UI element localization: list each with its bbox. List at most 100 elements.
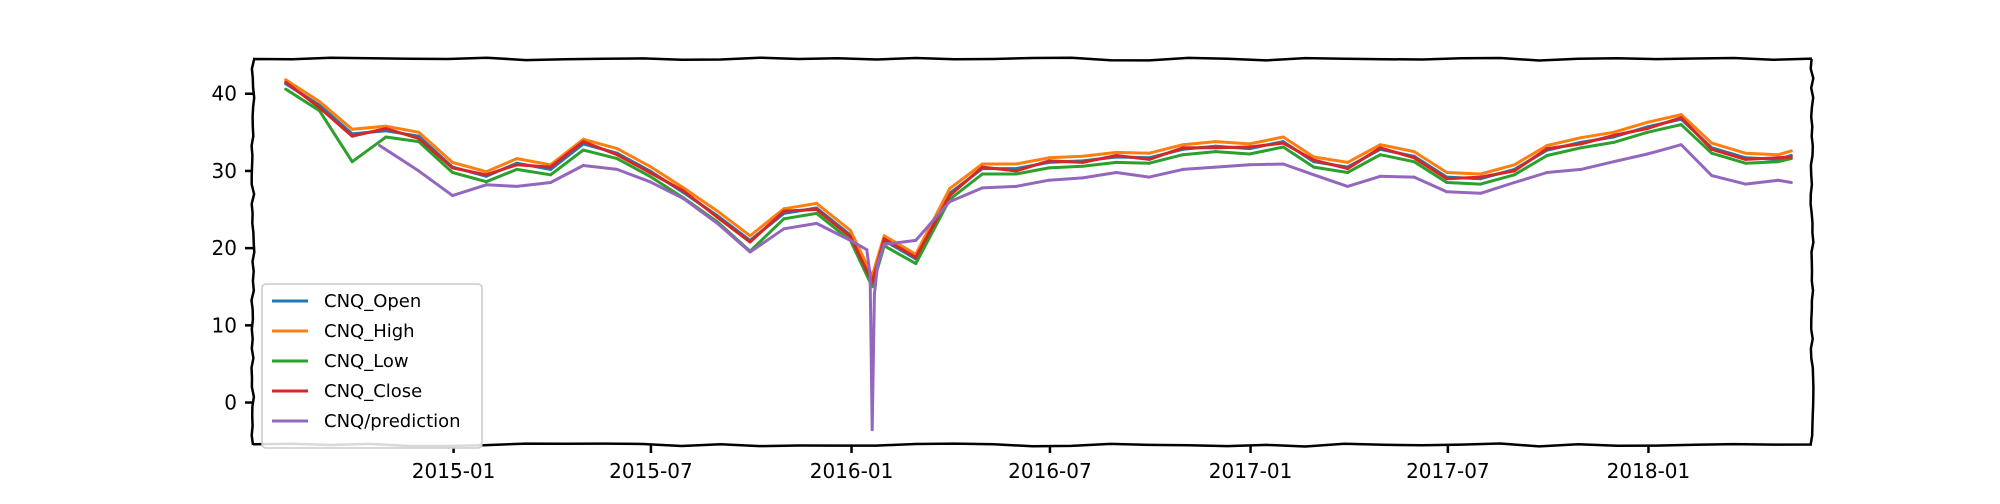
data-point <box>1512 181 1516 184</box>
x-tick-label: 2017-07 <box>1406 459 1490 483</box>
data-point <box>872 293 876 296</box>
data-point <box>484 173 488 177</box>
data-point <box>378 144 381 147</box>
data-point <box>615 153 619 157</box>
data-point <box>1612 133 1616 137</box>
data-point <box>284 87 288 91</box>
y-tick-label: 20 <box>212 236 237 260</box>
data-point <box>1579 167 1583 171</box>
data-point <box>748 234 752 238</box>
data-point <box>1679 116 1683 120</box>
data-point <box>1047 166 1051 170</box>
data-point <box>1047 178 1051 182</box>
data-point <box>1645 130 1649 134</box>
series-cnq-close <box>284 80 1793 284</box>
data-point <box>384 135 388 139</box>
data-point <box>1181 143 1185 147</box>
data-point <box>284 80 288 84</box>
data-point <box>914 255 918 259</box>
x-tick-label: 2016-01 <box>810 459 894 483</box>
data-point <box>682 186 686 190</box>
data-point <box>1679 123 1683 127</box>
data-point <box>1445 181 1449 184</box>
data-point <box>417 130 421 134</box>
data-point <box>848 228 852 232</box>
data-point <box>1147 161 1151 165</box>
data-point <box>284 78 288 82</box>
legend-label: CNQ_High <box>324 321 415 342</box>
data-point <box>1479 182 1483 186</box>
y-tick-label: 30 <box>212 159 237 183</box>
data-point <box>1147 157 1151 161</box>
data-point <box>1147 175 1151 179</box>
data-point <box>1281 135 1285 139</box>
data-point <box>1512 173 1516 177</box>
series-cnq-prediction <box>378 143 1793 432</box>
legend-label: CNQ/prediction <box>324 411 461 432</box>
data-point <box>515 167 519 171</box>
data-point <box>1312 173 1316 177</box>
x-tick-label: 2015-07 <box>609 459 693 483</box>
data-point <box>1545 147 1549 151</box>
data-point <box>715 221 719 225</box>
series-line <box>284 87 1792 289</box>
data-point <box>1512 163 1516 167</box>
data-point <box>782 209 786 213</box>
data-point <box>1776 153 1780 157</box>
data-point <box>882 234 886 238</box>
data-point <box>1312 158 1316 162</box>
data-point <box>1378 143 1382 147</box>
data-point <box>1047 156 1051 160</box>
data-point <box>615 167 619 171</box>
data-point <box>1579 146 1583 150</box>
data-point <box>1744 161 1747 165</box>
data-point <box>384 124 388 128</box>
data-point <box>318 100 321 103</box>
data-point <box>350 160 354 164</box>
series-cnq-high <box>284 78 1793 278</box>
data-point <box>549 173 553 177</box>
data-point <box>1545 144 1549 147</box>
x-tick-label: 2018-01 <box>1607 459 1691 483</box>
data-point <box>581 140 585 144</box>
data-point <box>515 157 519 161</box>
data-point <box>318 106 321 110</box>
data-point <box>484 183 488 187</box>
data-point <box>1789 181 1793 184</box>
x-tick-label: 2016-07 <box>1008 459 1092 483</box>
legend-label: CNQ_Open <box>324 291 421 312</box>
data-point <box>980 162 984 166</box>
data-point <box>1645 152 1649 156</box>
data-point <box>948 187 952 191</box>
data-point <box>1114 154 1118 157</box>
data-point <box>748 250 752 254</box>
data-point <box>868 273 872 277</box>
data-point <box>1789 149 1793 153</box>
data-point <box>1612 130 1616 134</box>
data-point <box>1776 156 1780 160</box>
data-point <box>1281 141 1285 145</box>
data-point <box>882 242 886 246</box>
data-point <box>1014 184 1018 188</box>
data-point <box>451 160 454 164</box>
y-axis: 0 10 20 30 40 <box>212 82 253 415</box>
data-point <box>1312 165 1316 169</box>
data-point <box>1645 127 1649 130</box>
data-point <box>1378 153 1382 157</box>
data-point <box>451 166 454 170</box>
data-point <box>417 169 421 173</box>
series-cnq-low <box>284 87 1793 289</box>
data-point <box>484 170 488 174</box>
data-point <box>1114 150 1118 154</box>
data-point <box>1776 178 1780 182</box>
data-point <box>648 171 652 174</box>
data-point <box>1248 142 1251 146</box>
y-tick-label: 10 <box>212 313 237 337</box>
data-point <box>549 181 553 184</box>
data-point <box>980 172 984 176</box>
data-point <box>1081 164 1085 168</box>
data-point <box>682 189 686 193</box>
data-point <box>417 137 421 140</box>
data-point <box>1789 155 1793 159</box>
